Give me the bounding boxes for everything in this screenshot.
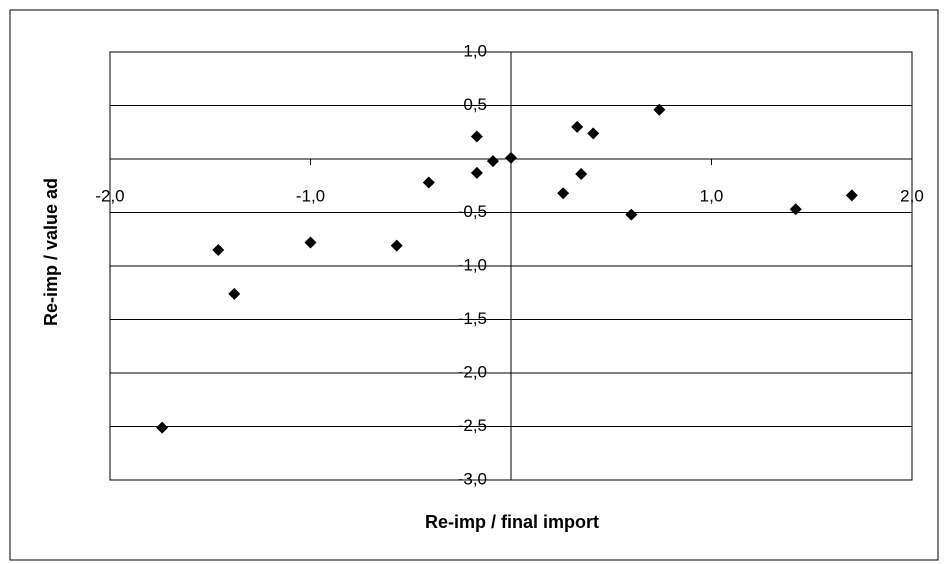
y-tick-label: -2,0 — [458, 362, 487, 381]
point — [228, 287, 241, 300]
x-tick-label: -2,0 — [95, 186, 124, 205]
point — [470, 166, 483, 179]
y-axis-title: Re-imp / value ad — [41, 178, 61, 326]
y-tick-label: -3,0 — [458, 469, 487, 488]
y-tick-label: -1,0 — [458, 255, 487, 274]
y-tick-label: -0,5 — [458, 202, 487, 221]
point — [486, 155, 499, 168]
y-tick-label: -1,5 — [458, 309, 487, 328]
point — [304, 236, 317, 249]
point — [422, 176, 435, 189]
y-tick-label: -2,5 — [458, 416, 487, 435]
point — [587, 127, 600, 140]
x-tick-label: 1,0 — [700, 186, 724, 205]
x-tick-label: -1,0 — [296, 186, 325, 205]
point — [845, 189, 858, 202]
point — [212, 243, 225, 256]
x-tick-label: 2,0 — [900, 186, 924, 205]
y-tick-label: 1,0 — [463, 41, 487, 60]
x-axis-title: Re-imp / final import — [425, 512, 599, 532]
point — [390, 239, 403, 252]
point — [575, 167, 588, 180]
point — [789, 203, 802, 216]
y-tick-label: 0,5 — [463, 95, 487, 114]
point — [571, 120, 584, 133]
point — [505, 151, 517, 164]
point — [557, 187, 570, 200]
point — [156, 421, 169, 434]
point — [653, 103, 666, 116]
point — [470, 130, 483, 143]
point — [625, 208, 638, 221]
